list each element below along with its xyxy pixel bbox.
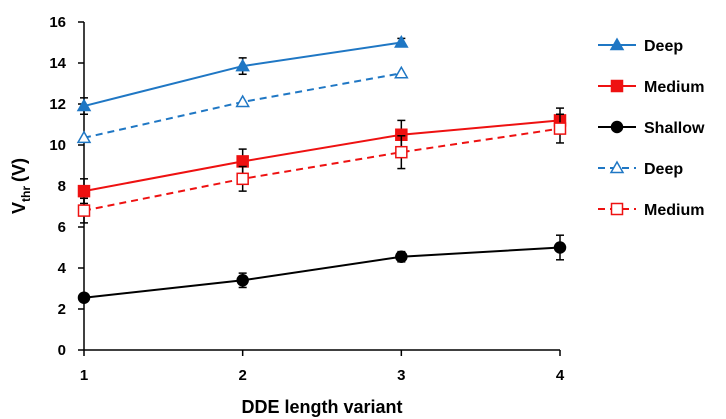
legend-item: Shallow: [598, 120, 705, 137]
data-point: [394, 65, 409, 79]
x-tick-label: 2: [238, 367, 246, 384]
series-medium-solid: [77, 107, 567, 205]
series-line: [83, 119, 561, 193]
data-point: [77, 291, 91, 304]
y-axis-label-group: Vthr (V): [9, 158, 33, 214]
data-point: [235, 94, 250, 108]
y-tick-label: 0: [58, 342, 66, 359]
legend-marker: [610, 202, 624, 216]
legend-label: Deep: [644, 38, 683, 55]
data-point: [236, 172, 249, 186]
series-layer: [76, 34, 567, 304]
y-axis-label-unit: (V): [9, 158, 29, 182]
legend-marker: [610, 120, 624, 134]
series-deep-solid: [76, 34, 409, 115]
data-point: [394, 34, 409, 48]
legend-item: Medium: [598, 202, 704, 219]
x-axis-label: DDE length variant: [241, 397, 402, 417]
data-point: [76, 130, 92, 144]
legend-item: Deep: [598, 160, 683, 178]
legend: Deep Medium Shallow Deep Medium: [598, 37, 705, 219]
legend-label: Medium: [644, 202, 704, 219]
series-medium-dashed: [77, 113, 567, 224]
y-tick-label: 16: [49, 14, 66, 31]
data-point: [76, 98, 92, 112]
data-point: [395, 250, 408, 263]
y-tick-label: 4: [58, 260, 67, 277]
x-ticks: 1 2 3 4: [80, 350, 565, 384]
data-point: [236, 155, 249, 168]
data-point: [553, 122, 567, 135]
y-axis-label-subscript: thr: [19, 186, 33, 202]
y-tick-label: 14: [49, 55, 66, 72]
x-tick-label: 1: [80, 367, 88, 384]
data-point: [553, 241, 567, 254]
series-line: [83, 246, 561, 299]
series-line: [83, 127, 561, 212]
y-tick-label: 6: [58, 219, 66, 236]
y-tick-label: 10: [49, 137, 66, 154]
legend-label: Deep: [644, 161, 683, 178]
series-shallow-solid: [77, 234, 567, 304]
legend-label: Medium: [644, 79, 704, 96]
legend-item: Medium: [598, 79, 704, 96]
y-ticks: 0 2 4 6 8 10 12 14 16: [49, 14, 84, 359]
y-axis-label-main: V: [9, 202, 29, 214]
legend-marker: [609, 160, 625, 174]
y-axis-label: Vthr (V): [9, 158, 33, 214]
y-tick-label: 8: [58, 178, 66, 195]
data-point: [77, 184, 91, 198]
data-point: [395, 145, 408, 159]
data-point: [236, 274, 249, 287]
legend-marker: [610, 79, 624, 93]
axes: [83, 22, 560, 351]
series-deep-dashed: [76, 65, 409, 144]
legend-label: Shallow: [644, 120, 705, 137]
legend-item: Deep: [598, 37, 683, 55]
x-tick-label: 4: [556, 367, 565, 384]
legend-marker: [609, 37, 625, 51]
y-tick-label: 12: [49, 96, 66, 113]
x-tick-label: 3: [397, 367, 405, 384]
data-point: [235, 58, 250, 72]
y-tick-label: 2: [58, 301, 66, 318]
data-point: [77, 204, 91, 217]
